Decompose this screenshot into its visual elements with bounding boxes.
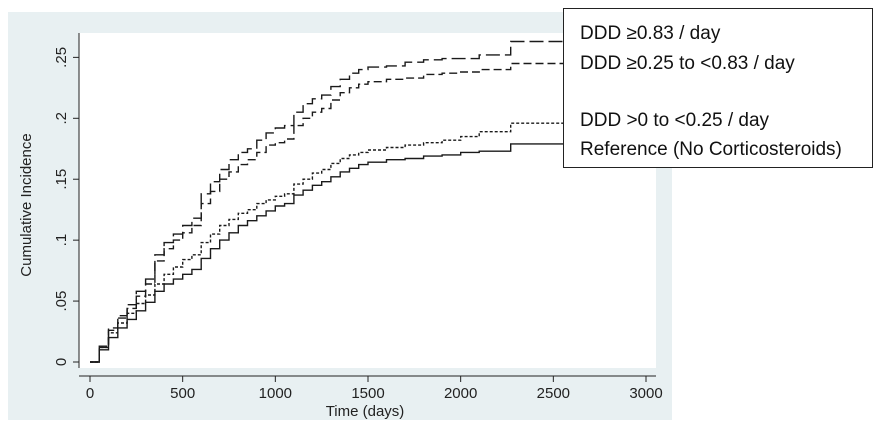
- y-tick-label: .25: [53, 47, 70, 68]
- x-tick-label: 1000: [259, 385, 292, 402]
- plot-area: [79, 33, 656, 368]
- series-layer: [90, 40, 572, 363]
- x-tick-label: 2000: [444, 385, 477, 402]
- y-tick-label: .1: [53, 234, 70, 247]
- legend-entry: DDD ≥0.83 / day: [580, 23, 721, 44]
- x-axis-label: Time (days): [326, 403, 405, 420]
- x-tick-label: 1500: [351, 385, 384, 402]
- x-tick-label: 500: [170, 385, 195, 402]
- y-tick-label: .2: [53, 112, 70, 125]
- legend: DDD ≥0.83 / day DDD ≥0.25 to <0.83 / day…: [563, 8, 873, 168]
- legend-entry: Reference (No Corticosteroids): [580, 139, 842, 160]
- y-axis-ticks: 0 .05 .1 .15 .2 .25: [53, 47, 79, 366]
- x-tick-label: 2500: [537, 385, 570, 402]
- x-tick-label: 0: [86, 385, 94, 402]
- y-tick-label: 0: [53, 358, 70, 366]
- y-tick-label: .15: [53, 169, 70, 190]
- legend-entry: DDD ≥0.25 to <0.83 / day: [580, 53, 795, 74]
- series-line-1: [90, 40, 572, 363]
- y-axis-label: Cumulative Incidence: [18, 133, 35, 276]
- legend-entry: DDD >0 to <0.25 / day: [580, 110, 770, 131]
- x-tick-label: 3000: [629, 385, 662, 402]
- y-tick-label: .05: [53, 291, 70, 312]
- x-axis-ticks: 0 500 1000 1500 2000 2500 3000: [86, 376, 663, 402]
- series-line-4: [90, 143, 572, 363]
- series-line-3: [90, 122, 572, 363]
- series-line-2: [90, 62, 572, 363]
